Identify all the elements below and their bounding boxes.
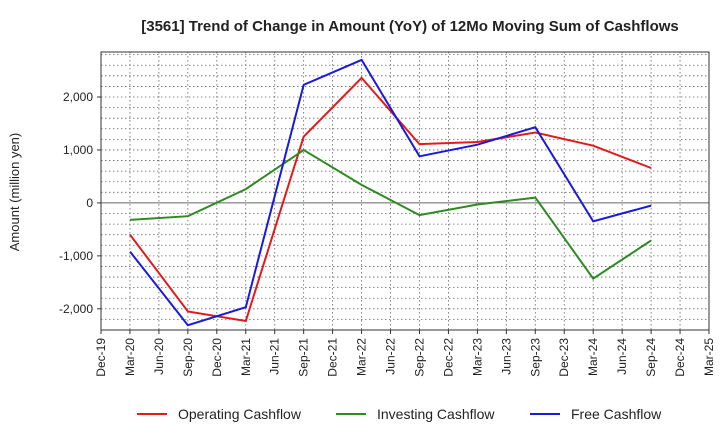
- x-tick-label: Sep-21: [297, 338, 311, 377]
- x-axis-ticks: Dec-19 Mar-20 Jun-20 Sep-20 Dec-20 Mar-21 Jun-…: [94, 330, 716, 377]
- x-tick-label: Mar-22: [355, 338, 369, 376]
- x-tick-label: Dec-21: [326, 338, 340, 377]
- x-tick-label: Sep-24: [644, 338, 658, 377]
- plot-area: [101, 52, 709, 330]
- x-tick-label: Sep-22: [412, 338, 426, 377]
- x-tick-label: Jun-24: [615, 338, 629, 375]
- x-tick-label: Mar-23: [470, 338, 484, 376]
- x-tick-label: Dec-19: [94, 338, 108, 377]
- x-tick-label: Mar-20: [123, 338, 137, 376]
- x-tick-label: Sep-20: [181, 338, 195, 377]
- x-tick-label: Sep-23: [528, 338, 542, 377]
- series-line-free-cashflow: [129, 58, 652, 327]
- x-tick-label: Jun-22: [384, 338, 398, 375]
- chart-title: [3561] Trend of Change in Amount (YoY) o…: [141, 18, 679, 35]
- y-tick-label: -1,000: [59, 249, 93, 263]
- y-axis-label: Amount (million yen): [7, 133, 22, 252]
- x-tick-label: Jun-23: [499, 338, 513, 375]
- y-axis-ticks: -2,000 -1,000 0 1,000 2,000: [59, 90, 101, 316]
- legend-label: Investing Cashflow: [377, 406, 495, 422]
- x-tick-label: Dec-23: [557, 338, 571, 377]
- y-tick-label: -2,000: [59, 302, 93, 316]
- x-tick-label: Mar-25: [702, 338, 716, 376]
- x-tick-label: Dec-24: [673, 338, 687, 377]
- y-tick-label: 0: [86, 196, 93, 210]
- x-tick-label: Jun-21: [268, 338, 282, 375]
- plot-border: [100, 51, 710, 331]
- x-tick-label: Dec-20: [210, 338, 224, 377]
- series-line-investing-cashflow: [129, 148, 652, 280]
- y-tick-label: 2,000: [63, 90, 93, 104]
- x-tick-label: Jun-20: [152, 338, 166, 375]
- legend-label: Free Cashflow: [571, 406, 662, 422]
- legend-label: Operating Cashflow: [178, 406, 302, 422]
- x-tick-label: Dec-22: [441, 338, 455, 377]
- x-tick-label: Mar-21: [239, 338, 253, 376]
- y-tick-label: 1,000: [63, 143, 93, 157]
- legend: Operating Cashflow Investing Cashflow Free…: [137, 406, 662, 422]
- series-lines: [129, 58, 652, 327]
- x-tick-label: Mar-24: [586, 338, 600, 376]
